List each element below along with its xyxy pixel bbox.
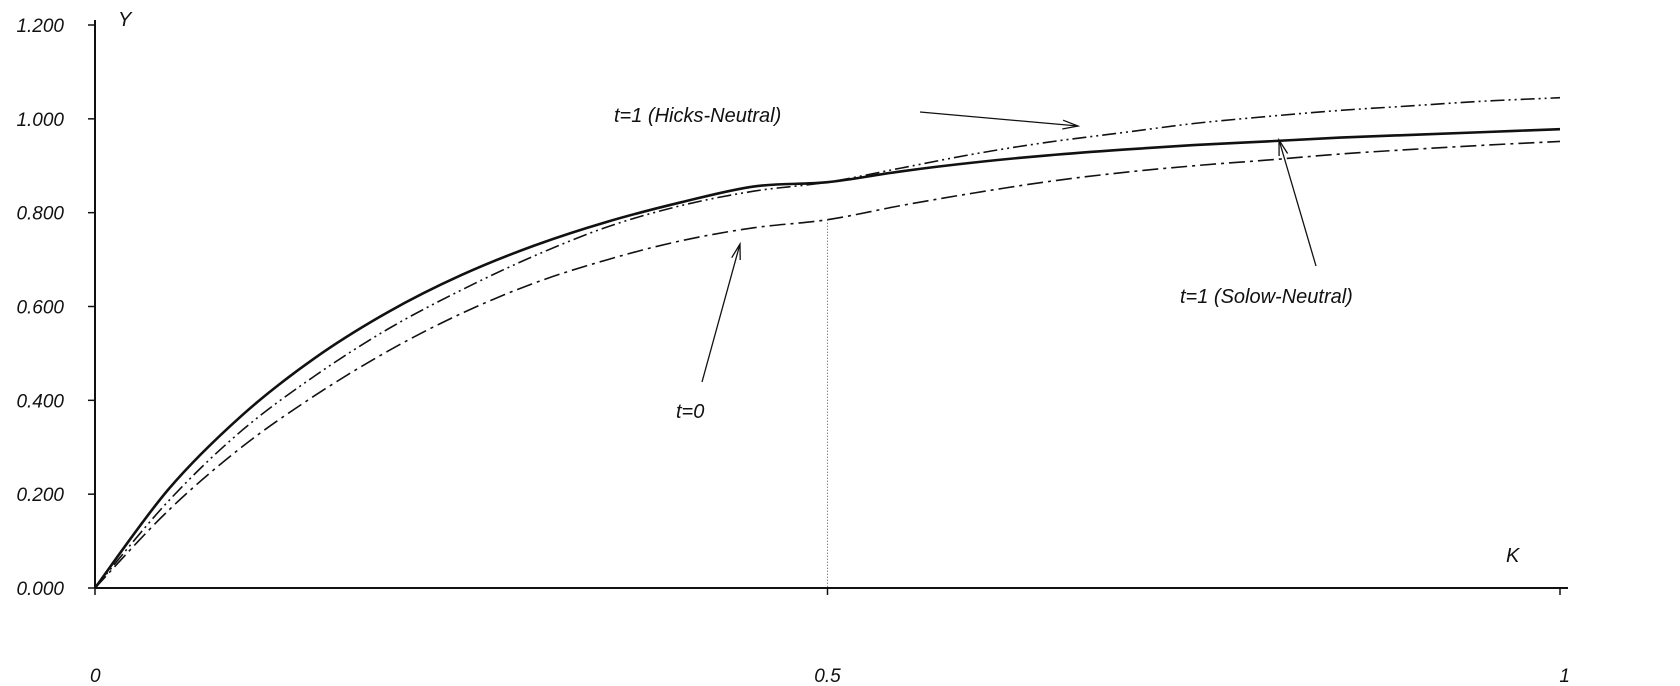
annotation-solow-neutral: t=1 (Solow-Neutral) (1180, 286, 1353, 308)
y-tick-label: 1.000 (16, 110, 64, 131)
x-axis-title: K (1506, 545, 1521, 567)
series-dash-dot-dot-line (94, 96, 1561, 589)
y-tick-label: 0.800 (16, 204, 64, 225)
y-tick-label: 0.200 (16, 485, 64, 506)
tick-labels-group: 0.000 0.200 0.400 0.600 0.800 1.000 1.200 0 0.5 1 (16, 16, 1570, 686)
annotation-arrows (701, 111, 1317, 383)
arrow-solow-neutral (1278, 139, 1317, 267)
x-tick-label: 0 (90, 666, 101, 686)
series-dash-dot-line (94, 140, 1561, 589)
arrow-t0 (701, 243, 741, 383)
y-tick-label: 1.200 (16, 16, 64, 37)
arrow-solow-neutral-head (1278, 137, 1289, 157)
annotation-t0: t=0 (676, 401, 704, 423)
x-tick-label: 0.5 (814, 666, 841, 686)
x-tick-label: 1 (1559, 666, 1570, 686)
annotation-hicks-neutral: t=1 (Hicks-Neutral) (614, 105, 781, 127)
arrow-hicks-neutral-head (1062, 119, 1081, 130)
y-tick-label: 0.400 (16, 391, 64, 412)
series-group (93, 96, 1561, 589)
y-axis-title: Y (118, 9, 133, 31)
ticks-group (88, 24, 1561, 595)
y-tick-label: 0.000 (16, 579, 64, 600)
y-tick-label: 0.600 (16, 298, 64, 319)
series-solid-line (93, 127, 1561, 589)
arrow-t0-head (731, 241, 741, 261)
axes-group (94, 20, 1568, 589)
arrow-hicks-neutral (919, 111, 1079, 127)
